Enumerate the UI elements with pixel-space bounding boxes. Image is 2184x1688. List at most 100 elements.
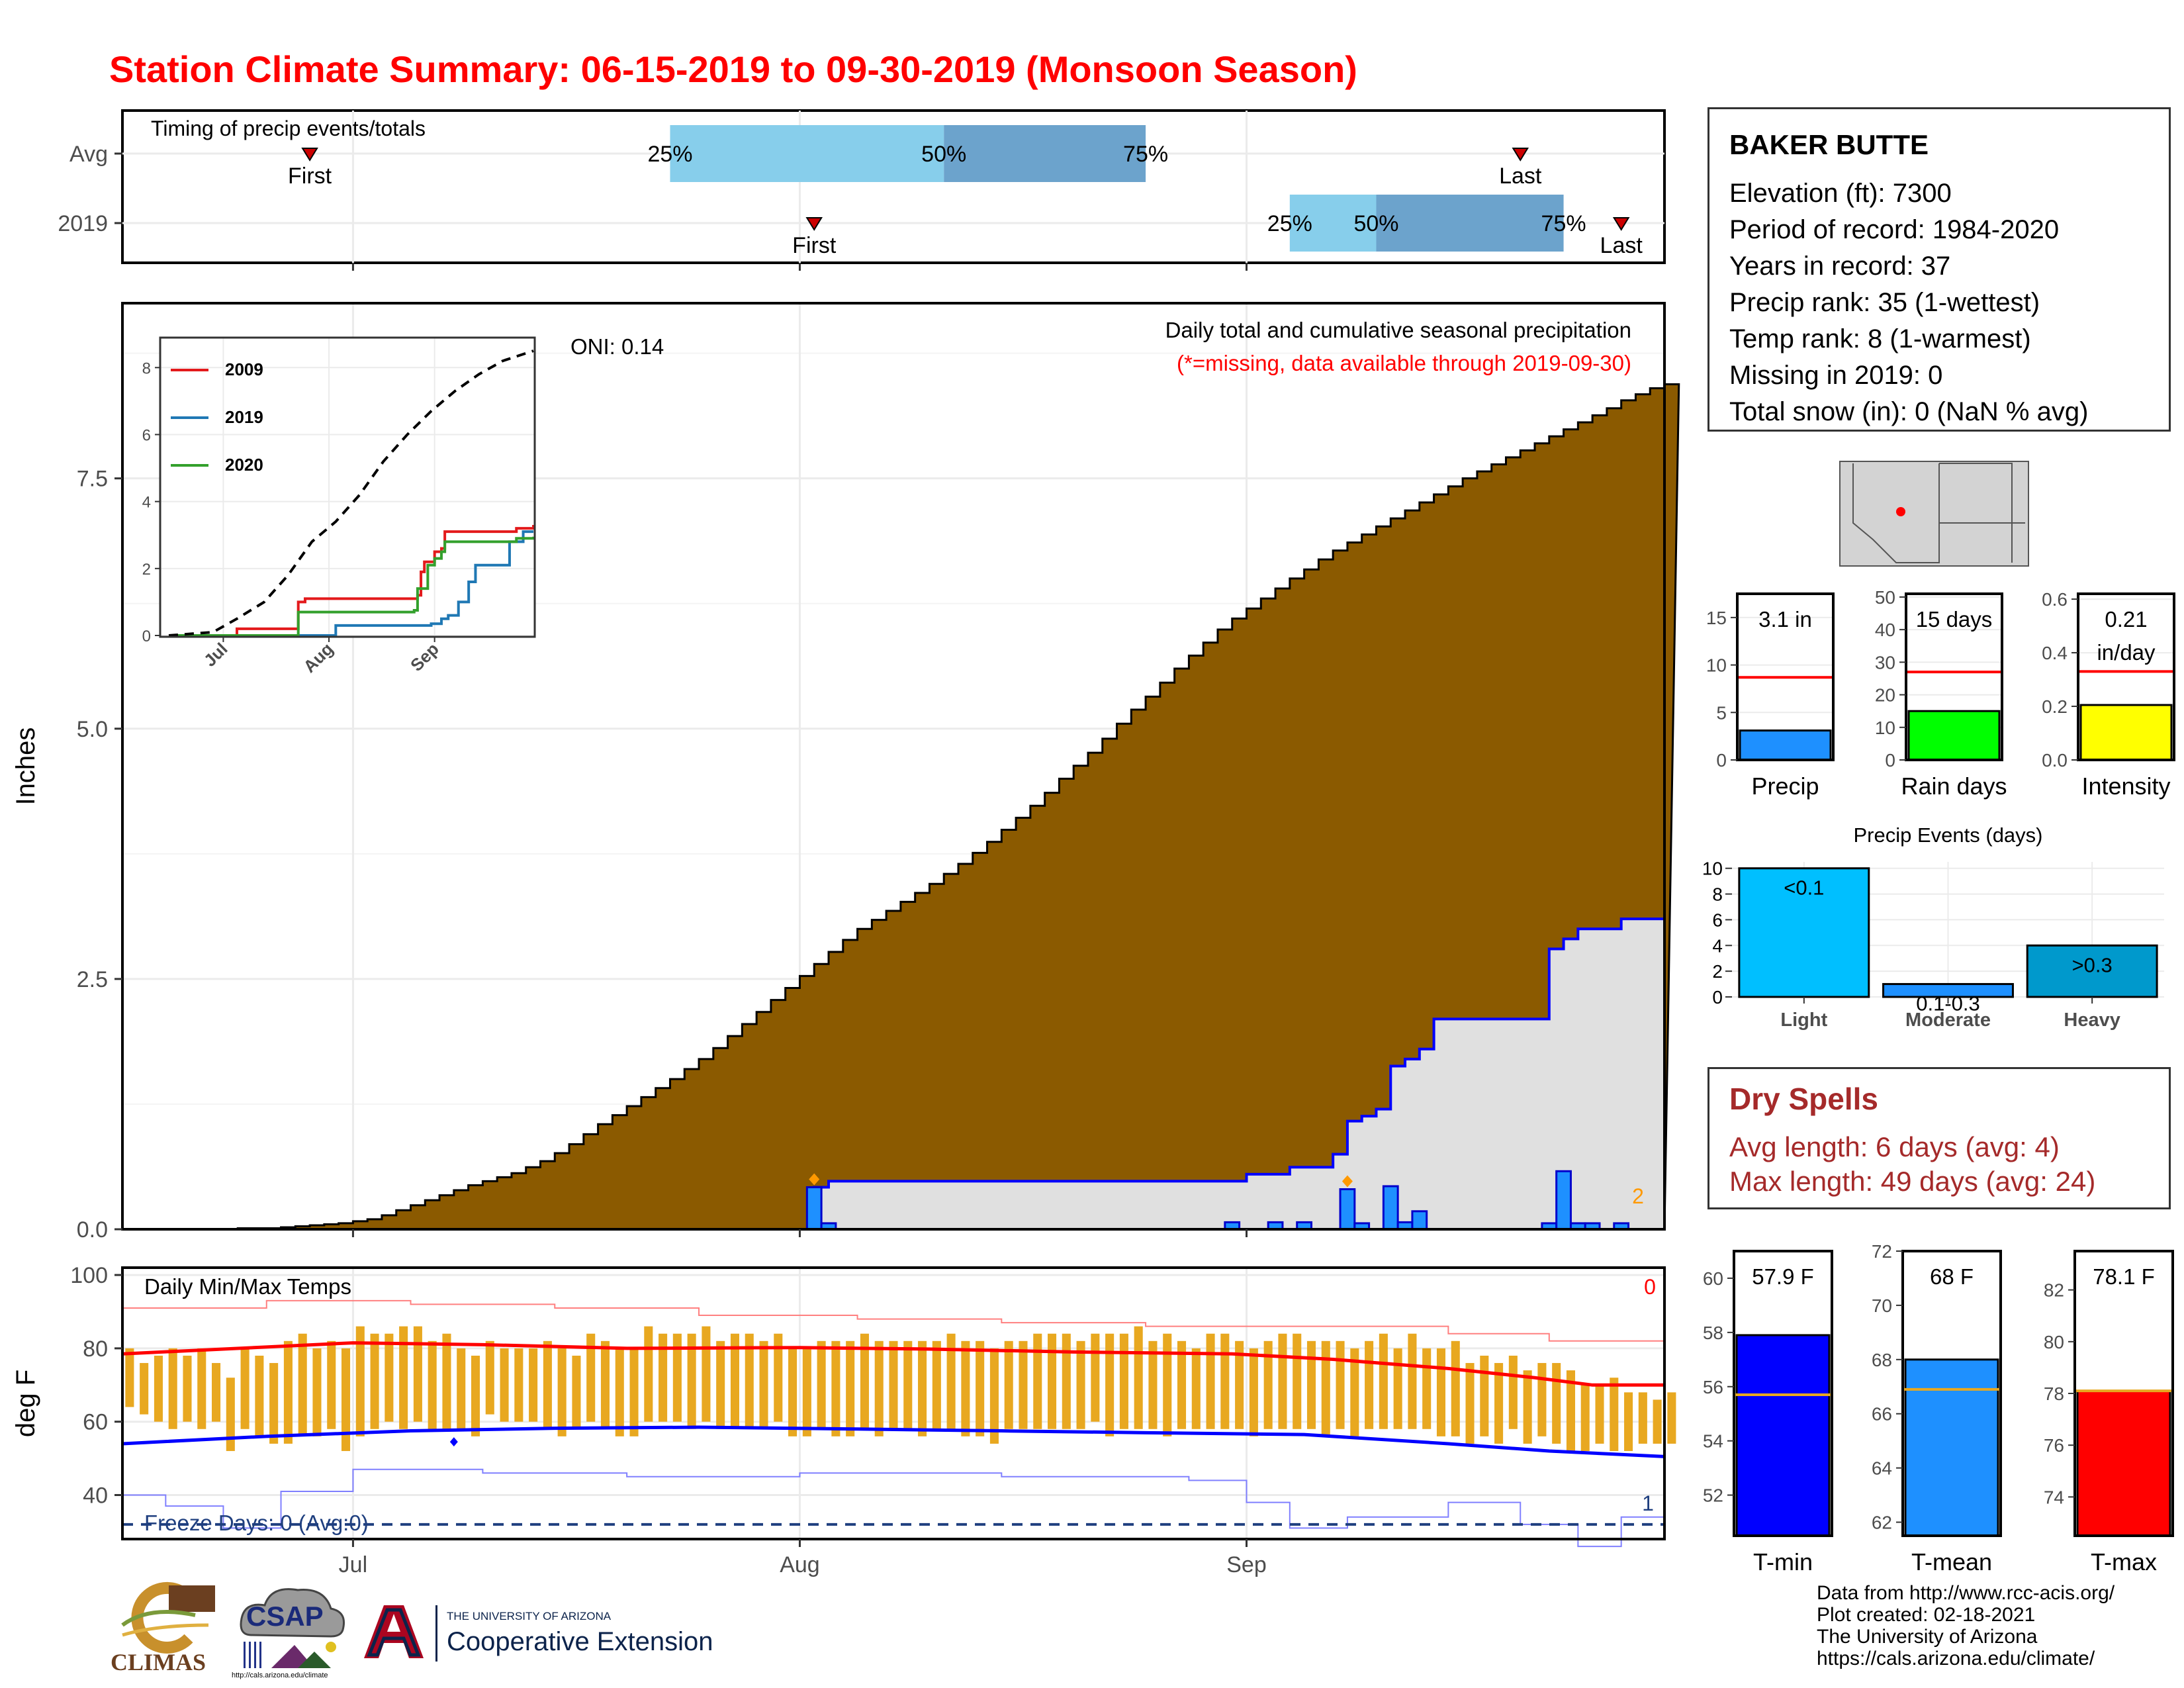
temps-daily-bar bbox=[1206, 1333, 1215, 1429]
temps-daily-bar bbox=[370, 1333, 379, 1429]
temps-daily-bar bbox=[874, 1340, 884, 1436]
timing-first-marker bbox=[301, 148, 318, 162]
temps-daily-bar bbox=[1379, 1333, 1388, 1429]
precip-2019-cumulative-area bbox=[122, 919, 1664, 1229]
temps-daily-bar bbox=[1393, 1348, 1402, 1429]
temps-daily-bar bbox=[774, 1333, 783, 1422]
temps-daily-bar bbox=[1465, 1363, 1475, 1444]
temps-daily-bar bbox=[485, 1340, 494, 1415]
temps-x-tick-label: Sep bbox=[1226, 1552, 1267, 1577]
inset-border bbox=[159, 336, 536, 638]
temps-avg-min-line bbox=[122, 1425, 1665, 1458]
temp-bar-y-tick-label: 80 bbox=[2044, 1332, 2064, 1352]
small-bar-label: Rain days bbox=[1901, 773, 2007, 800]
credit-plot-created: Plot created: 02-18-2021 bbox=[1817, 1604, 2036, 1626]
temps-daily-bar bbox=[442, 1333, 451, 1429]
temps-daily-bar bbox=[341, 1348, 351, 1452]
temp-bar-y-tick-label: 78 bbox=[2044, 1383, 2064, 1404]
precip-2019-cumulative-line bbox=[122, 917, 1664, 1231]
inset-y-tick-label: 6 bbox=[142, 426, 151, 444]
temp-bar-value bbox=[2076, 1389, 2171, 1537]
temps-daily-bar bbox=[1336, 1340, 1345, 1429]
precip-events-y-tick-label: 4 bbox=[1712, 935, 1723, 956]
temps-daily-bar bbox=[125, 1348, 134, 1407]
small-bar-y-tick-label: 20 bbox=[1875, 685, 1895, 706]
temp-bar-y-tick-label: 54 bbox=[1703, 1431, 1723, 1452]
station-info-box: BAKER BUTTE Elevation (ft): 7300 Period … bbox=[1707, 107, 2171, 432]
ua-logo-small-text: THE UNIVERSITY OF ARIZONA bbox=[447, 1610, 612, 1622]
temps-daily-bar bbox=[600, 1340, 610, 1429]
temps-daily-bar bbox=[788, 1348, 797, 1436]
temp-bar-y-tick-label: 68 bbox=[1872, 1350, 1892, 1370]
temp-bar-y-tick-label: 76 bbox=[2044, 1435, 2064, 1456]
temps-daily-bar bbox=[1422, 1348, 1432, 1429]
precip-events-bar-label: >0.3 bbox=[2072, 953, 2113, 976]
temp-bar-value-label: 78.1 F bbox=[2093, 1264, 2155, 1289]
temps-daily-bar bbox=[1667, 1392, 1676, 1444]
small-bar-y-tick-label: 0.4 bbox=[2042, 643, 2068, 663]
timing-q50-label: 50% bbox=[1353, 211, 1398, 236]
precip-frame bbox=[121, 302, 1666, 1231]
station-missing: Missing in 2019: 0 bbox=[1729, 361, 1943, 390]
small-bar-y-tick-label: 0.0 bbox=[2042, 750, 2068, 771]
temps-y-tick-label: 80 bbox=[83, 1336, 108, 1362]
temps-daily-bar bbox=[385, 1333, 394, 1422]
small-bar-y-tick-label: 50 bbox=[1875, 587, 1895, 608]
dry-spells-avg: Avg length: 6 days (avg: 4) bbox=[1729, 1131, 2060, 1162]
timing-first-label: First bbox=[792, 233, 837, 258]
precip-events-title: Precip Events (days) bbox=[1854, 823, 2043, 847]
precip-daily-bar bbox=[805, 1186, 823, 1231]
timing-first-marker bbox=[805, 217, 823, 231]
temps-daily-bar bbox=[802, 1348, 811, 1436]
temps-daily-bar bbox=[889, 1340, 898, 1429]
temp-bar-value bbox=[1904, 1358, 1999, 1537]
temp-bar-label: T-min bbox=[1753, 1548, 1813, 1575]
state-map-frame bbox=[1839, 461, 2029, 567]
temp-bar-label: T-mean bbox=[1911, 1548, 1992, 1575]
inset-series-line bbox=[169, 525, 535, 637]
station-elevation: Elevation (ft): 7300 bbox=[1729, 179, 1952, 208]
temps-daily-bar bbox=[817, 1340, 826, 1429]
temps-daily-bar bbox=[1480, 1355, 1489, 1436]
temps-daily-bar bbox=[586, 1333, 596, 1422]
csap-logo-graphic bbox=[240, 1588, 345, 1668]
timing-last-marker bbox=[1512, 148, 1529, 162]
timing-last-label: Last bbox=[1600, 233, 1643, 258]
temps-title: Daily Min/Max Temps bbox=[144, 1274, 351, 1299]
temps-daily-bar bbox=[355, 1326, 365, 1436]
temps-record-marker bbox=[449, 1437, 458, 1447]
timing-row-label: 2019 bbox=[58, 211, 108, 236]
timing-q75-label: 75% bbox=[1541, 211, 1586, 236]
small-bar-border bbox=[1905, 592, 2003, 761]
timing-row-label: Avg bbox=[69, 142, 108, 167]
temps-daily-bar bbox=[615, 1348, 624, 1436]
climas-logo-graphic bbox=[121, 1581, 215, 1654]
temps-daily-bar bbox=[1638, 1392, 1647, 1444]
small-bar-value-label: 3.1 in bbox=[1758, 607, 1812, 632]
inset-y-tick-label: 4 bbox=[142, 494, 151, 512]
temps-daily-bar bbox=[1350, 1348, 1359, 1436]
temps-daily-bar bbox=[932, 1340, 941, 1429]
temp-bar-value-label: 57.9 F bbox=[1752, 1264, 1814, 1289]
temps-daily-bar bbox=[428, 1340, 437, 1429]
temp-bar-border bbox=[1733, 1250, 1833, 1537]
temps-daily-bar bbox=[1624, 1392, 1633, 1452]
temps-daily-bar bbox=[1293, 1333, 1302, 1429]
temps-daily-bar bbox=[716, 1340, 725, 1429]
csap-logo: CSAP http://cals.arizona.edu/climate bbox=[232, 1582, 351, 1681]
inset-y-tick-label: 0 bbox=[142, 628, 151, 645]
precip-daily-bar bbox=[1555, 1170, 1572, 1231]
inset-legend-label: 2019 bbox=[225, 407, 263, 427]
temps-daily-bar bbox=[1365, 1340, 1374, 1429]
temps-y-axis-label: deg F bbox=[11, 1370, 40, 1437]
oni-label: ONI: 0.14 bbox=[570, 334, 664, 359]
temps-record-max-line bbox=[122, 1299, 1665, 1348]
temps-daily-bar bbox=[1523, 1370, 1532, 1444]
precip-events-bar bbox=[1738, 867, 1870, 998]
precip-subtitle: (*=missing, data available through 2019-… bbox=[1177, 351, 1631, 375]
precip-avg-cumulative-area bbox=[122, 383, 1680, 1231]
temps-daily-bar bbox=[644, 1326, 653, 1422]
timing-bar-q25-q50 bbox=[670, 125, 944, 182]
timing-first-label: First bbox=[288, 164, 332, 189]
temps-daily-bar bbox=[1610, 1378, 1619, 1452]
